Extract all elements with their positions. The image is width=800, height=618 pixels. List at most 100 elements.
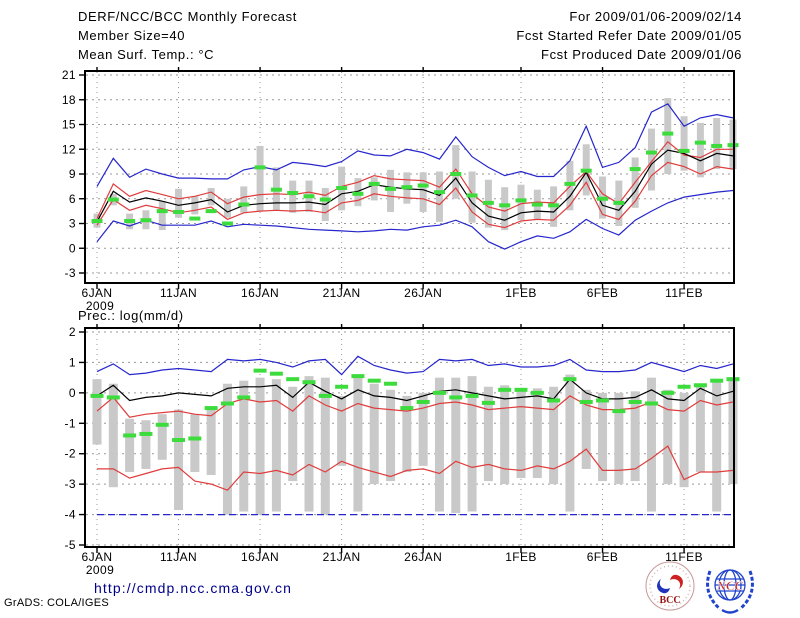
- fcst-produced-date-label: Fcst Produced Date 2009/01/06: [541, 47, 742, 62]
- obs-marker: [416, 399, 430, 404]
- obs-marker: [694, 140, 706, 145]
- obs-marker: [579, 399, 593, 404]
- obs-marker: [269, 371, 283, 376]
- obs-marker: [204, 406, 218, 411]
- x-tick-label: 16JAN: [241, 550, 279, 564]
- obs-marker: [678, 148, 690, 153]
- obs-marker: [693, 383, 707, 388]
- obs-marker: [661, 390, 675, 395]
- obs-marker: [450, 172, 462, 176]
- ensemble-bar: [369, 383, 379, 485]
- y-tick-label: -5: [65, 538, 76, 552]
- y-tick-label: 6: [69, 192, 76, 206]
- ensemble-bar: [108, 383, 118, 488]
- obs-marker: [613, 200, 625, 205]
- obs-marker: [514, 387, 528, 392]
- ncc-logo-wreath: [706, 570, 754, 614]
- ensemble-bar: [158, 201, 166, 231]
- x-tick-label: 6JAN: [82, 550, 113, 564]
- ensemble-bar: [663, 389, 673, 485]
- bcc-logo-label: BCC: [659, 595, 680, 606]
- x-year-label: 2009: [86, 299, 114, 313]
- ensemble-bar: [304, 376, 314, 512]
- x-tick-label: 26JAN: [404, 286, 442, 300]
- ensemble-bar: [191, 196, 199, 215]
- ensemble-bar: [370, 177, 378, 201]
- obs-marker: [156, 209, 168, 214]
- obs-marker: [384, 381, 398, 386]
- obs-marker: [711, 143, 723, 148]
- obs-marker: [253, 368, 267, 373]
- series-spread-upper: [96, 140, 733, 219]
- y-tick-label: -3: [65, 477, 76, 491]
- obs-marker: [270, 187, 282, 192]
- obs-marker: [645, 150, 657, 155]
- series-spread-lower: [96, 161, 734, 229]
- obs-marker: [481, 400, 495, 405]
- obs-marker: [124, 219, 136, 224]
- obs-marker: [515, 198, 527, 203]
- x-tick-label: 6FEB: [587, 550, 619, 564]
- ensemble-bar: [337, 395, 347, 466]
- y-tick-label: -1: [65, 416, 76, 430]
- grads-credit: GrADS: COLA/IGES: [4, 597, 110, 609]
- x-tick-label: 11JAN: [160, 286, 197, 300]
- obs-marker: [644, 401, 658, 406]
- ensemble-bar: [713, 117, 721, 170]
- member-size-label: Member Size=40: [78, 28, 186, 43]
- ensemble-bar: [223, 198, 231, 218]
- ensemble-bar: [517, 184, 525, 221]
- ensemble-bar: [239, 380, 249, 512]
- ensemble-bar: [467, 376, 477, 512]
- ensemble-bar: [664, 98, 672, 174]
- ensemble-bar: [712, 380, 722, 512]
- obs-marker: [188, 436, 202, 441]
- y-tick-label: 0: [69, 241, 76, 255]
- obs-marker: [155, 422, 169, 427]
- series-ensemble-max: [96, 103, 734, 187]
- ensemble-bar: [320, 377, 330, 515]
- series-ensemble-mean: [96, 149, 734, 223]
- ensemble-bar: [174, 409, 184, 511]
- obs-marker: [352, 191, 364, 196]
- y-tick-label: 21: [62, 68, 76, 82]
- obs-marker: [564, 181, 576, 186]
- obs-marker: [302, 380, 316, 385]
- y-tick-label: 12: [62, 142, 76, 156]
- obs-marker: [172, 438, 186, 443]
- series-ensemble-mean: [96, 378, 734, 402]
- ensemble-bar: [222, 383, 232, 515]
- x-tick-label: 16JAN: [241, 286, 279, 300]
- obs-marker: [417, 183, 429, 188]
- ensemble-bar: [614, 392, 624, 485]
- plot-frame: [84, 70, 735, 284]
- obs-marker: [531, 202, 543, 207]
- obs-marker: [220, 401, 234, 406]
- page-title: DERF/NCC/BCC Monthly Forecast: [78, 9, 297, 24]
- obs-marker: [336, 186, 348, 191]
- ensemble-bar: [435, 171, 443, 222]
- obs-marker: [351, 374, 365, 379]
- obs-marker: [662, 131, 674, 136]
- x-tick-label: 6JAN: [82, 286, 113, 300]
- cmdp-url-link[interactable]: http://cmdp.ncc.cma.gov.cn: [94, 580, 292, 596]
- y-tick-label: 9: [69, 167, 76, 181]
- ensemble-bar: [271, 379, 281, 512]
- ensemble-bar: [598, 392, 608, 482]
- ensemble-bar: [680, 116, 688, 171]
- y-tick-label: -2: [65, 447, 76, 461]
- obs-marker: [91, 219, 103, 224]
- y-tick-label: 1: [69, 355, 76, 369]
- series-spread-upper: [96, 395, 734, 418]
- ensemble-bar: [402, 395, 412, 472]
- obs-marker: [318, 393, 332, 398]
- obs-marker: [465, 393, 479, 398]
- obs-marker: [498, 387, 512, 392]
- ensemble-bar: [500, 385, 510, 485]
- obs-marker: [139, 431, 153, 436]
- ensemble-bar: [549, 386, 559, 485]
- obs-marker: [238, 202, 250, 207]
- bcc-logo: BCC: [645, 561, 695, 611]
